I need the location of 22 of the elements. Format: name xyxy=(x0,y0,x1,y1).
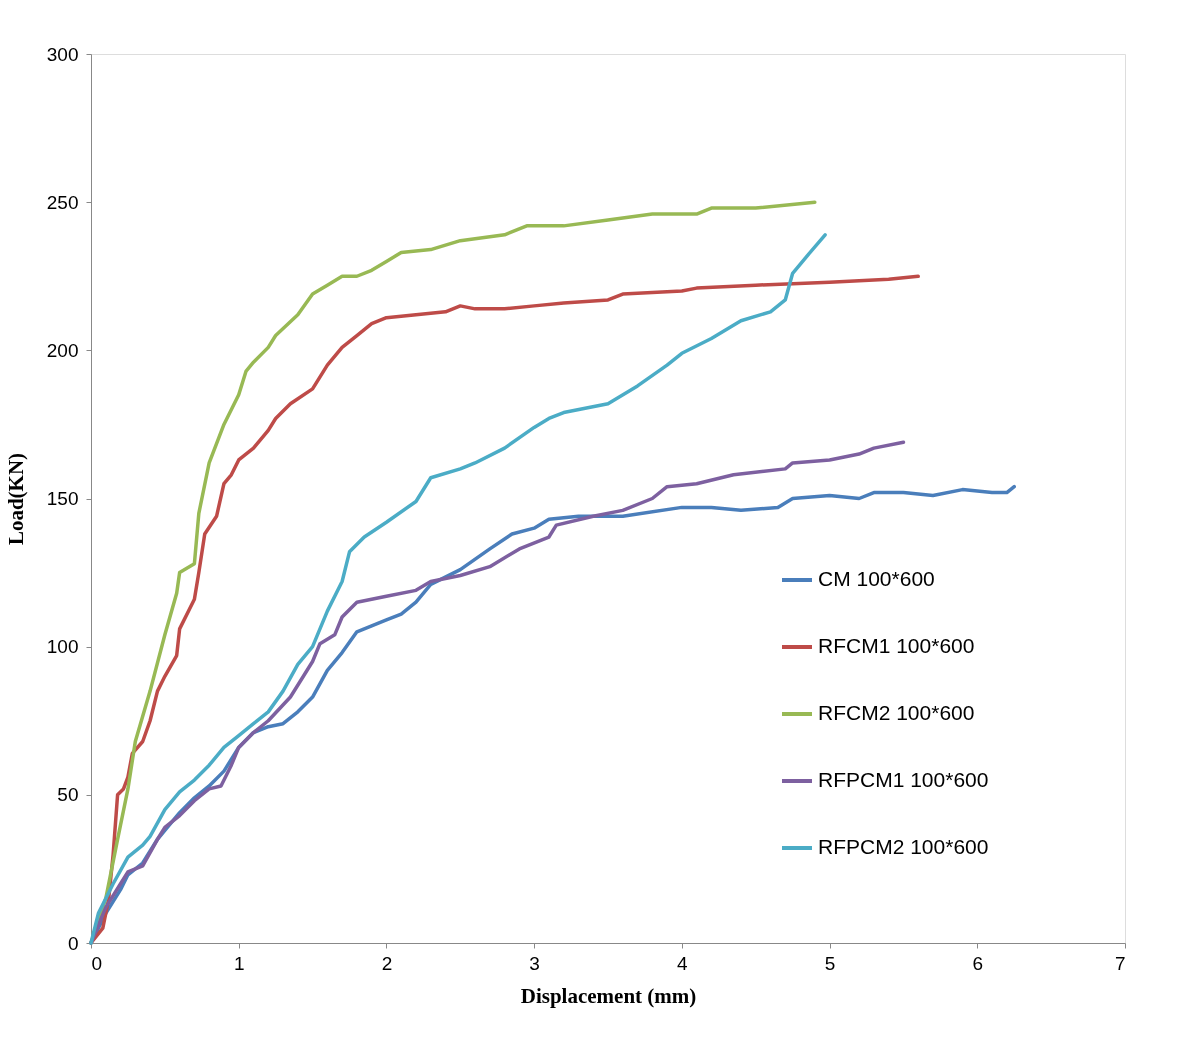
y-tick-label: 150 xyxy=(46,488,79,509)
y-tick-label: 100 xyxy=(46,636,79,658)
x-tick-label: 0 xyxy=(91,952,103,974)
legend-label: CM 100*600 xyxy=(818,567,935,590)
y-tick-label: 50 xyxy=(57,784,79,806)
y-tick-label: 300 xyxy=(46,43,79,65)
x-tick-label: 5 xyxy=(824,952,836,974)
x-tick-label: 2 xyxy=(381,952,393,974)
y-tick-label: 250 xyxy=(46,191,79,213)
x-tick-label: 4 xyxy=(677,952,689,974)
x-tick-label: 6 xyxy=(972,952,984,974)
x-tick-label: 3 xyxy=(529,952,540,974)
y-tick-label: 0 xyxy=(67,932,79,954)
x-axis-title: Displacement (mm) xyxy=(520,983,697,1008)
y-tick-label: 200 xyxy=(46,339,79,361)
x-tick-label: 7 xyxy=(1114,952,1126,974)
legend-label: RFCM2 100*600 xyxy=(818,701,975,724)
legend-label: RFCM1 100*600 xyxy=(818,634,975,657)
legend-label: RFPCM2 100*600 xyxy=(818,835,989,858)
legend-label: RFPCM1 100*600 xyxy=(818,768,989,791)
x-tick-label: 1 xyxy=(233,952,245,974)
y-axis-title: Load(KN) xyxy=(3,452,28,546)
